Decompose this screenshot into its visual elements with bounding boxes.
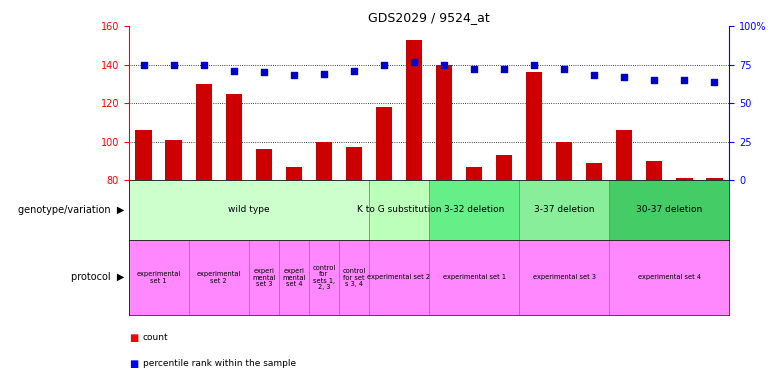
Bar [586, 163, 602, 180]
Text: experimental set 2: experimental set 2 [367, 274, 431, 280]
Point [498, 66, 510, 72]
Bar [376, 107, 392, 180]
Text: experimental set 1: experimental set 1 [442, 274, 505, 280]
Text: 3-32 deletion: 3-32 deletion [444, 206, 504, 214]
Text: control
for
sets 1,
2, 3: control for sets 1, 2, 3 [312, 265, 335, 290]
Text: experi
mental
set 3: experi mental set 3 [252, 268, 275, 287]
Bar [609, 240, 729, 315]
Bar [136, 130, 152, 180]
Point [317, 71, 330, 77]
Bar [369, 240, 429, 315]
Point [348, 68, 360, 74]
Point [438, 62, 450, 68]
Bar [189, 240, 249, 315]
Point [288, 72, 300, 78]
Bar [556, 142, 573, 180]
Text: experimental set 4: experimental set 4 [638, 274, 700, 280]
Bar [225, 93, 242, 180]
Text: 30-37 deletion: 30-37 deletion [636, 206, 702, 214]
Bar [616, 130, 633, 180]
Bar [279, 240, 309, 315]
Text: experimental
set 1: experimental set 1 [136, 271, 181, 284]
Bar [519, 180, 609, 240]
Bar [609, 180, 729, 240]
Point [468, 66, 480, 72]
Point [137, 62, 150, 68]
Point [708, 79, 721, 85]
Text: K to G substitution: K to G substitution [356, 206, 441, 214]
Bar [436, 64, 452, 180]
Bar [429, 240, 519, 315]
Bar [129, 180, 369, 240]
Title: GDS2029 / 9524_at: GDS2029 / 9524_at [368, 11, 490, 24]
Point [168, 62, 180, 68]
Bar [429, 180, 519, 240]
Text: 3-37 deletion: 3-37 deletion [534, 206, 594, 214]
Bar [249, 240, 279, 315]
Bar [165, 140, 182, 180]
Bar [309, 240, 339, 315]
Text: control
for set
s 3, 4: control for set s 3, 4 [342, 268, 366, 287]
Bar [519, 240, 609, 315]
Point [378, 62, 390, 68]
Text: wild type: wild type [228, 206, 270, 214]
Bar [496, 155, 512, 180]
Bar [646, 161, 662, 180]
Point [228, 68, 240, 74]
Bar [706, 178, 722, 180]
Bar [406, 40, 422, 180]
Text: ■: ■ [129, 333, 138, 342]
Bar [466, 166, 482, 180]
Point [588, 72, 601, 78]
Point [197, 62, 210, 68]
Text: protocol  ▶: protocol ▶ [72, 273, 125, 282]
Bar [346, 147, 362, 180]
Point [648, 77, 661, 83]
Text: ■: ■ [129, 359, 138, 369]
Bar [526, 72, 542, 180]
Bar [285, 166, 302, 180]
Bar [196, 84, 212, 180]
Point [558, 66, 570, 72]
Point [618, 74, 630, 80]
Text: experimental set 3: experimental set 3 [533, 274, 596, 280]
Bar [339, 240, 369, 315]
Text: genotype/variation  ▶: genotype/variation ▶ [19, 205, 125, 215]
Bar [256, 149, 272, 180]
Point [678, 77, 690, 83]
Bar [369, 180, 429, 240]
Text: count: count [143, 333, 168, 342]
Point [408, 58, 420, 64]
Point [257, 69, 270, 75]
Bar [676, 178, 693, 180]
Text: experimental
set 2: experimental set 2 [197, 271, 241, 284]
Text: experi
mental
set 4: experi mental set 4 [282, 268, 306, 287]
Point [528, 62, 541, 68]
Text: percentile rank within the sample: percentile rank within the sample [143, 359, 296, 368]
Bar [316, 142, 332, 180]
Bar [129, 240, 189, 315]
